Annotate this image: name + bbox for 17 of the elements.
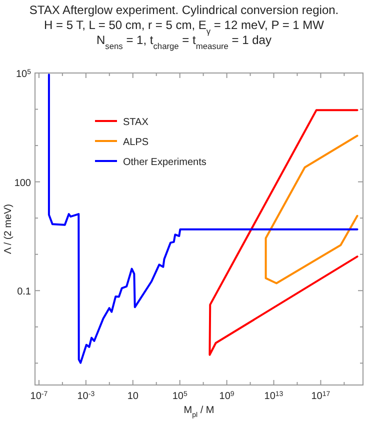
x-axis-title: M$_{pl}$ / M — [184, 405, 214, 418]
legend-label: STAX — [123, 117, 149, 128]
chart-title: STAX Afterglow experiment. Cylindrical conversion region. — [29, 3, 339, 17]
y-tick-label: 0.1 — [17, 286, 32, 298]
x-tick-label: 10$^{-7}$ — [30, 390, 48, 402]
legend-label: ALPS — [123, 137, 149, 148]
text: H = 5 T, L = 50 cm, r = 5 cm, E$_{γ}$ = 12 meV, P = 1 MW N$_{sens}$ = 1, t$_{charge}$ = t$_{measure}$ = 1 day — [44, 18, 324, 51]
x-tick-label: 10$^{17}$ — [311, 390, 330, 402]
y-tick-label: 100 — [14, 178, 32, 189]
x-tick-label: 10$^{9}$ — [219, 390, 234, 402]
legend-label: Other Experiments — [123, 157, 206, 168]
x-tick-label: 10 — [127, 391, 139, 402]
y-axis-title: Λ / (2 meV) — [3, 204, 14, 254]
x-tick-label: 10$^{-3}$ — [77, 390, 95, 402]
x-tick-label: 10$^{5}$ — [172, 390, 188, 402]
x-tick-label: 10$^{13}$ — [264, 390, 284, 402]
y-tick-label: 10$^{5}$ — [16, 68, 32, 80]
